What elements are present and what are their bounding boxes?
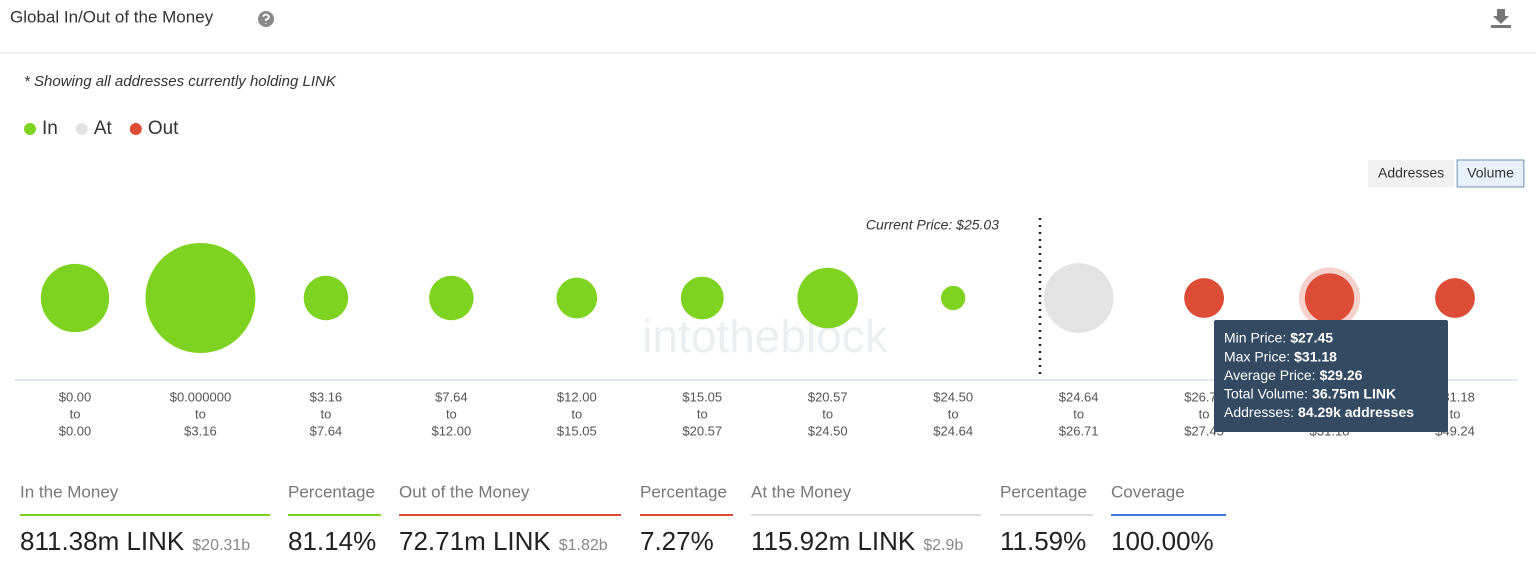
toggle-label: Volume — [1467, 165, 1514, 181]
legend-label: At — [94, 118, 113, 139]
x-tick-label: $15.05 — [682, 389, 722, 404]
legend-dot — [24, 123, 36, 135]
x-tick-label: $20.57 — [808, 389, 848, 404]
legend-label: Out — [148, 118, 179, 139]
x-tick-label: $7.64 — [435, 389, 468, 404]
x-tick-label: $24.50 — [808, 423, 848, 438]
x-tick-label: $3.16 — [184, 423, 217, 438]
bubble[interactable] — [429, 275, 474, 321]
x-tick-label: $7.64 — [310, 423, 343, 438]
x-tick-label: $0.00 — [59, 423, 92, 438]
summary-sub: $20.31b — [192, 537, 250, 554]
summary-value: 811.38m LINK — [20, 526, 185, 556]
legend-label: In — [42, 118, 58, 139]
bubble[interactable] — [145, 243, 256, 353]
current-price-label: Current Price: $25.03 — [866, 217, 999, 233]
summary-value: 7.27% — [640, 526, 714, 556]
tooltip-label: Total Volume: — [1224, 386, 1308, 402]
tooltip-label: Average Price: — [1224, 367, 1316, 383]
tooltip-value: 84.29k addresses — [1298, 404, 1414, 420]
x-tick-word: to — [1450, 406, 1461, 421]
x-tick-label: $12.00 — [431, 423, 471, 438]
summary-value: 72.71m LINK — [399, 526, 551, 556]
x-tick-word: to — [1199, 406, 1210, 421]
x-tick-label: $3.16 — [310, 389, 343, 404]
tooltip-label: Addresses: — [1224, 404, 1294, 420]
legend-dot — [75, 123, 88, 135]
toggle-button[interactable] — [1368, 160, 1455, 187]
download-icon[interactable] — [1491, 9, 1511, 28]
summary-title: Coverage — [1111, 482, 1185, 501]
toggle-button[interactable] — [1456, 159, 1525, 188]
widget-title: Global In/Out of the Money — [10, 7, 214, 26]
watermark: intotheblock — [642, 310, 888, 362]
tooltip-value: $27.45 — [1290, 330, 1333, 346]
tooltip-label: Max Price: — [1224, 348, 1290, 364]
tooltip-value: 36.75m LINK — [1312, 386, 1396, 402]
summary-title: In the Money — [20, 482, 119, 501]
summary-value: 100.00% — [1111, 526, 1214, 556]
help-glyph — [262, 13, 270, 24]
summary-sub: $1.82b — [559, 537, 608, 554]
x-tick-word: to — [571, 406, 582, 421]
x-tick-word: to — [1073, 406, 1084, 421]
summary-value: 11.59% — [1000, 526, 1086, 556]
bubble[interactable] — [556, 277, 598, 319]
x-tick-label: $15.05 — [557, 423, 597, 438]
note: * Showing all addresses currently holdin… — [24, 73, 337, 90]
x-tick-label: $20.57 — [682, 423, 722, 438]
x-tick-label: $24.64 — [933, 423, 973, 438]
x-tick-label: $0.000000 — [170, 389, 231, 404]
bubble[interactable] — [1304, 273, 1355, 323]
bubble[interactable] — [680, 276, 724, 320]
tooltip-label: Min Price: — [1224, 330, 1286, 346]
x-tick-word: to — [70, 406, 81, 421]
x-tick-word: to — [948, 406, 959, 421]
x-tick-word: to — [320, 406, 331, 421]
bubble[interactable] — [40, 263, 110, 333]
x-tick-label: $12.00 — [557, 389, 597, 404]
summary-value: 81.14% — [288, 526, 376, 556]
x-tick-label: $24.50 — [933, 389, 973, 404]
summary-title: Out of the Money — [399, 482, 530, 501]
summary-title: Percentage — [288, 482, 375, 501]
summary-title: Percentage — [640, 482, 727, 501]
x-tick-word: to — [446, 406, 457, 421]
x-tick-word: to — [195, 406, 206, 421]
summary-sub: $2.9b — [923, 537, 963, 554]
bubble[interactable] — [797, 267, 859, 329]
bubble[interactable] — [940, 285, 966, 311]
bubble[interactable] — [1043, 263, 1114, 333]
toggle-label: Addresses — [1378, 165, 1444, 181]
x-tick-word: to — [697, 406, 708, 421]
bubble[interactable] — [303, 275, 349, 321]
summary-value: 115.92m LINK — [751, 526, 916, 556]
tooltip-value: $31.18 — [1294, 348, 1337, 364]
tooltip-box — [1214, 320, 1448, 432]
x-tick-label: $0.00 — [59, 389, 92, 404]
legend-dot — [129, 123, 142, 135]
bubble[interactable] — [1184, 278, 1225, 318]
x-tick-word: to — [822, 406, 833, 421]
x-tick-label: $26.71 — [1059, 423, 1099, 438]
tooltip-value: $29.26 — [1320, 367, 1363, 383]
summary-title: Percentage — [1000, 482, 1087, 501]
x-tick-label: $24.64 — [1059, 389, 1099, 404]
bubble[interactable] — [1435, 278, 1475, 318]
summary-title: At the Money — [751, 482, 852, 501]
